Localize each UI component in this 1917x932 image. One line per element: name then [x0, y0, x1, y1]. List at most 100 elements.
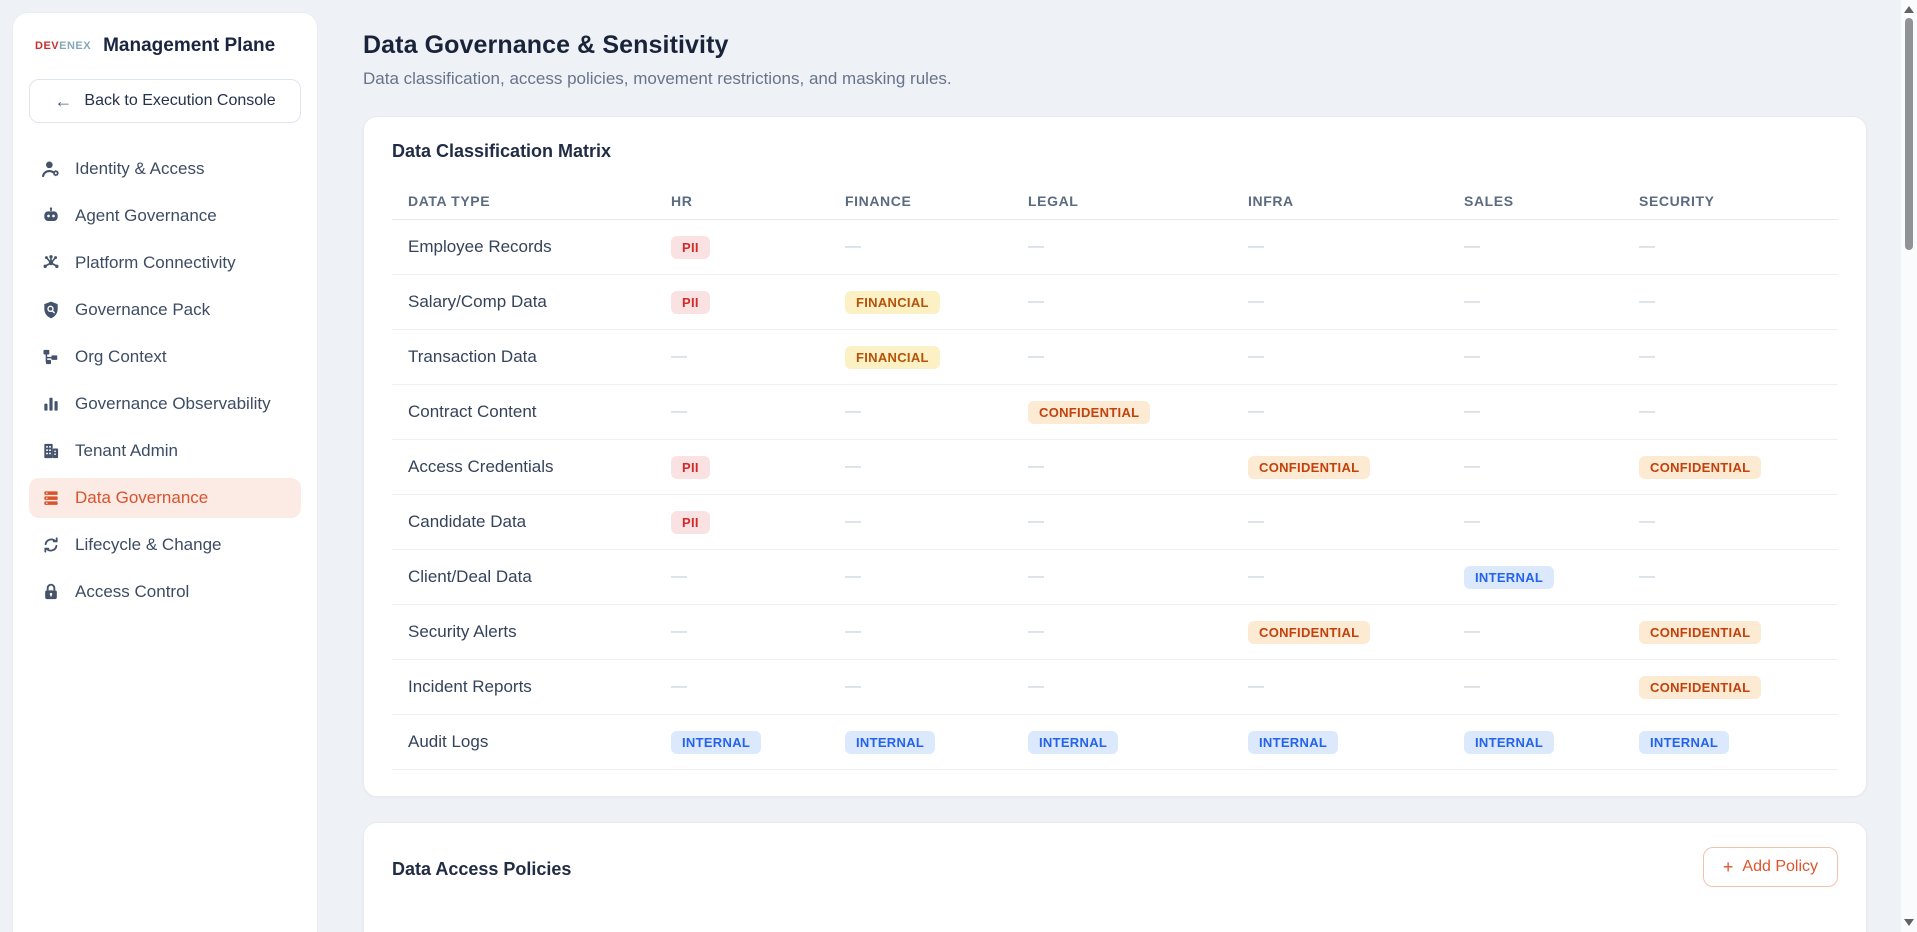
classification-cell: CONFIDENTIAL	[1028, 400, 1248, 424]
sidebar-item-governance-pack[interactable]: Governance Pack	[29, 290, 301, 330]
user-gear-icon	[41, 159, 61, 179]
sidebar-item-platform-connectivity[interactable]: Platform Connectivity	[29, 243, 301, 283]
data-type-cell: Contract Content	[408, 402, 537, 421]
classification-cell: PII	[671, 455, 845, 479]
logo-dev-text: DEV	[35, 40, 60, 52]
add-policy-button[interactable]: + Add Policy	[1702, 847, 1838, 887]
classification-badge: FINANCIAL	[845, 345, 940, 369]
data-type-cell: Incident Reports	[408, 677, 532, 696]
classification-badge: INTERNAL	[845, 730, 936, 754]
list-icon	[41, 488, 61, 508]
org-chart-icon	[41, 347, 61, 367]
column-header: SECURITY	[1639, 192, 1715, 209]
empty-cell: —	[1464, 293, 1480, 310]
classification-cell: PII	[671, 290, 845, 314]
sidebar-item-label: Platform Connectivity	[75, 253, 236, 272]
sidebar-item-data-governance[interactable]: Data Governance	[29, 478, 301, 518]
empty-cell: —	[1028, 293, 1044, 310]
classification-badge: CONFIDENTIAL	[1028, 400, 1151, 424]
page-subtitle: Data classification, access policies, mo…	[363, 69, 952, 88]
scroll-down-arrow-icon[interactable]	[1904, 919, 1914, 926]
classification-badge: FINANCIAL	[845, 290, 940, 314]
brand: DEVENEX Management Plane	[29, 33, 301, 57]
classification-cell: INTERNAL	[845, 730, 1028, 754]
sidebar-item-tenant-admin[interactable]: Tenant Admin	[29, 431, 301, 471]
empty-cell: —	[1028, 348, 1044, 365]
sidebar-item-agent-governance[interactable]: Agent Governance	[29, 196, 301, 236]
empty-cell: —	[1639, 348, 1655, 365]
classification-badge: PII	[671, 455, 710, 479]
classification-badge: INTERNAL	[1028, 730, 1119, 754]
empty-cell: —	[1639, 513, 1655, 530]
back-to-execution-console-button[interactable]: ← Back to Execution Console	[29, 79, 301, 123]
table-row: Security Alerts — — — CONFIDENTIAL — CONFIDENT…	[392, 605, 1838, 660]
empty-cell: —	[1464, 678, 1480, 695]
classification-badge: CONFIDENTIAL	[1248, 620, 1371, 644]
classification-cell: FINANCIAL	[845, 345, 1028, 369]
table-row: Audit Logs INTERNAL INTERNAL INTERNAL INTERN…	[392, 715, 1838, 770]
empty-cell: —	[845, 403, 861, 420]
empty-cell: —	[845, 238, 861, 255]
column-header: FINANCE	[845, 192, 912, 209]
table-row: Employee Records PII — — — — —	[392, 220, 1838, 275]
classification-badge: INTERNAL	[1248, 730, 1339, 754]
classification-badge: INTERNAL	[1464, 565, 1555, 589]
empty-cell: —	[1028, 623, 1044, 640]
sidebar-item-lifecycle-change[interactable]: Lifecycle & Change	[29, 525, 301, 565]
classification-badge: CONFIDENTIAL	[1639, 675, 1762, 699]
matrix-header-row: DATA TYPE HR FINANCE LEGAL INFRA SALES SECURIT…	[392, 182, 1838, 220]
sidebar-item-label: Org Context	[75, 347, 167, 366]
page-title: Data Governance & Sensitivity	[363, 31, 729, 59]
empty-cell: —	[845, 513, 861, 530]
empty-cell: —	[1028, 238, 1044, 255]
sidebar: DEVENEX Management Plane ← Back to Execu…	[12, 12, 318, 932]
empty-cell: —	[1639, 238, 1655, 255]
classification-cell: INTERNAL	[1464, 565, 1639, 589]
classification-cell: INTERNAL	[1639, 730, 1822, 754]
sidebar-item-identity-access[interactable]: Identity & Access	[29, 149, 301, 189]
sidebar-item-governance-observability[interactable]: Governance Observability	[29, 384, 301, 424]
table-row: Candidate Data PII — — — — —	[392, 495, 1838, 550]
classification-cell: INTERNAL	[671, 730, 845, 754]
classification-badge: PII	[671, 510, 710, 534]
sidebar-item-label: Data Governance	[75, 488, 209, 507]
empty-cell: —	[1248, 403, 1264, 420]
data-classification-matrix-card: Data Classification Matrix DATA TYPE HR FI…	[363, 116, 1867, 797]
scrollbar-thumb[interactable]	[1905, 18, 1913, 250]
sidebar-item-label: Lifecycle & Change	[75, 535, 222, 554]
sidebar-item-label: Access Control	[75, 582, 190, 601]
empty-cell: —	[1464, 348, 1480, 365]
empty-cell: —	[1639, 293, 1655, 310]
table-row: Client/Deal Data — — — — INTERNAL —	[392, 550, 1838, 605]
refresh-icon	[41, 535, 61, 555]
empty-cell: —	[671, 623, 687, 640]
hub-icon	[41, 253, 61, 273]
empty-cell: —	[1464, 623, 1480, 640]
empty-cell: —	[1248, 513, 1264, 530]
table-row: Transaction Data — FINANCIAL — — — —	[392, 330, 1838, 385]
vertical-scrollbar[interactable]	[1901, 0, 1917, 932]
classification-cell: CONFIDENTIAL	[1248, 455, 1464, 479]
empty-cell: —	[1248, 678, 1264, 695]
classification-cell: CONFIDENTIAL	[1639, 620, 1822, 644]
empty-cell: —	[1639, 568, 1655, 585]
main-content: Data Governance & Sensitivity Data class…	[318, 0, 1901, 932]
shield-search-icon	[41, 300, 61, 320]
empty-cell: —	[845, 623, 861, 640]
classification-cell: CONFIDENTIAL	[1639, 455, 1822, 479]
data-type-cell: Access Credentials	[408, 457, 554, 476]
empty-cell: —	[1028, 458, 1044, 475]
sidebar-item-label: Identity & Access	[75, 159, 205, 178]
empty-cell: —	[1248, 348, 1264, 365]
scroll-up-arrow-icon[interactable]	[1904, 6, 1914, 13]
table-row: Contract Content — — CONFIDENTIAL — — —	[392, 385, 1838, 440]
data-type-cell: Client/Deal Data	[408, 567, 532, 586]
column-header: DATA TYPE	[408, 192, 491, 209]
sidebar-item-label: Governance Observability	[75, 394, 271, 413]
empty-cell: —	[1248, 293, 1264, 310]
sidebar-item-access-control[interactable]: Access Control	[29, 572, 301, 612]
policies-card-title: Data Access Policies	[392, 859, 572, 879]
table-row: Access Credentials PII — — CONFIDENTIAL — CONF…	[392, 440, 1838, 495]
sidebar-item-label: Governance Pack	[75, 300, 211, 319]
sidebar-item-org-context[interactable]: Org Context	[29, 337, 301, 377]
